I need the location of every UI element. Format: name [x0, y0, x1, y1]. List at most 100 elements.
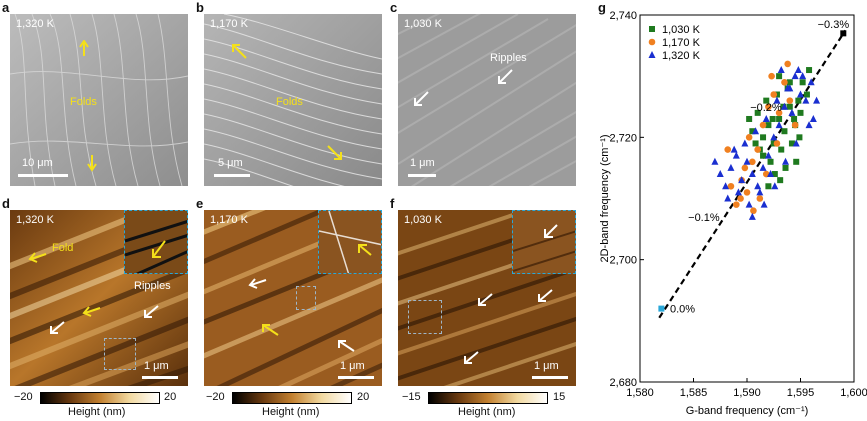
x-axis-label: G-band frequency (cm⁻¹)	[686, 405, 809, 417]
data-point	[791, 121, 799, 129]
inset-f	[512, 210, 576, 274]
folds-label-b: Folds	[276, 96, 303, 108]
data-point	[776, 73, 783, 80]
data-point	[799, 72, 807, 80]
data-point	[752, 127, 760, 135]
panel-label-f: f	[390, 196, 395, 211]
data-point	[741, 139, 749, 147]
data-point	[773, 140, 781, 147]
colorbar-max-e: 20	[357, 391, 370, 403]
data-point	[760, 152, 767, 159]
ripple-arrow-icon	[144, 305, 159, 318]
data-point	[771, 182, 779, 190]
data-point	[722, 182, 730, 190]
afm-panel-e: 1,170 K 1 μm	[204, 210, 382, 386]
data-point	[797, 90, 804, 98]
data-point	[769, 115, 776, 122]
data-point	[786, 79, 793, 86]
data-point	[802, 96, 810, 104]
colorbar-d	[40, 392, 160, 404]
colorbar-min-f: −15	[402, 391, 421, 403]
fold-arrow-down-icon	[87, 155, 97, 172]
x-tick-label: 1,595	[787, 387, 815, 399]
magnify-box-d	[104, 338, 136, 370]
data-point	[745, 134, 753, 141]
data-point	[792, 139, 800, 147]
data-point	[786, 97, 794, 104]
data-point	[775, 121, 783, 129]
afm-panel-d: 1,320 K Fold Ripples 1 μm	[10, 210, 188, 386]
ripple-arrow-icon	[498, 69, 513, 84]
data-point	[784, 84, 792, 92]
colorbar-label-f: Height (nm)	[458, 406, 516, 418]
strain-annotation: −0.2%	[750, 102, 782, 114]
colorbar-f	[428, 392, 548, 404]
data-point	[799, 79, 806, 86]
data-point	[745, 200, 753, 208]
data-point	[788, 140, 795, 147]
ripple-arrow-icon	[414, 91, 429, 106]
panel-label-d: d	[2, 196, 10, 211]
colorbar-min-e: −20	[206, 391, 225, 403]
data-point	[746, 115, 753, 122]
legend-label: 1,030 K	[662, 24, 701, 36]
data-point	[759, 121, 767, 129]
ripple-arrow-icon	[338, 340, 355, 352]
data-point	[716, 170, 724, 178]
scale-bar-d	[142, 376, 178, 379]
ripple-arrow-icon	[464, 351, 479, 364]
colorbar-e	[232, 392, 352, 404]
sem-panel-b: 1,170 K Folds 5 μm	[204, 14, 382, 186]
panel-label-e: e	[196, 196, 204, 211]
data-point	[809, 114, 817, 122]
colorbar-max-d: 20	[164, 391, 177, 403]
scale-label-d: 1 μm	[144, 360, 169, 372]
data-point	[796, 134, 803, 141]
colorbar-min-d: −20	[14, 391, 33, 403]
data-point	[813, 96, 821, 104]
scale-bar-c	[408, 174, 436, 177]
y-tick-label: 2,700	[609, 255, 637, 267]
data-point	[794, 66, 802, 74]
data-point	[791, 72, 799, 80]
x-tick-label: 1,585	[680, 387, 708, 399]
legend-marker	[648, 51, 656, 58]
panel-label-g: g	[598, 0, 606, 15]
colorbar-label-d: Height (nm)	[68, 406, 126, 418]
data-point	[748, 212, 756, 220]
scale-label-b: 5 μm	[218, 157, 243, 169]
inset-texture-e	[319, 211, 381, 273]
strain-annotation: −0.3%	[818, 19, 850, 31]
data-point	[724, 194, 732, 202]
data-point	[781, 78, 788, 86]
data-point	[782, 164, 789, 171]
data-point	[765, 122, 772, 129]
data-point	[776, 115, 783, 122]
data-point	[806, 67, 813, 74]
data-point	[743, 157, 751, 165]
colorbar-max-f: 15	[553, 391, 566, 403]
data-point	[749, 158, 756, 166]
sem-temp-b: 1,170 K	[210, 18, 248, 30]
sem-texture-a	[10, 14, 188, 186]
data-point	[734, 188, 742, 196]
panel-label-b: b	[196, 0, 204, 15]
data-point	[805, 121, 813, 129]
data-point	[771, 171, 778, 178]
data-point	[724, 146, 732, 153]
fold-arrow-upleft-icon	[232, 44, 247, 59]
data-point	[777, 177, 784, 184]
data-point	[767, 170, 775, 178]
panel-label-a: a	[2, 0, 10, 15]
folds-label-a: Folds	[70, 96, 97, 108]
data-point	[752, 140, 759, 147]
scatter-chart-g: 1,580 1,585 1,590 1,595 1,600 2,680 2,700 2,720…	[599, 10, 867, 417]
ripple-arrow-icon	[538, 289, 553, 302]
data-point	[750, 207, 757, 215]
sem-panel-a: 1,320 K Folds 10 μm	[10, 14, 188, 186]
inset-texture-f	[513, 224, 575, 272]
inset-e	[318, 210, 382, 274]
data-point	[788, 108, 796, 116]
data-point	[764, 151, 772, 159]
scale-bar-f	[532, 376, 568, 379]
